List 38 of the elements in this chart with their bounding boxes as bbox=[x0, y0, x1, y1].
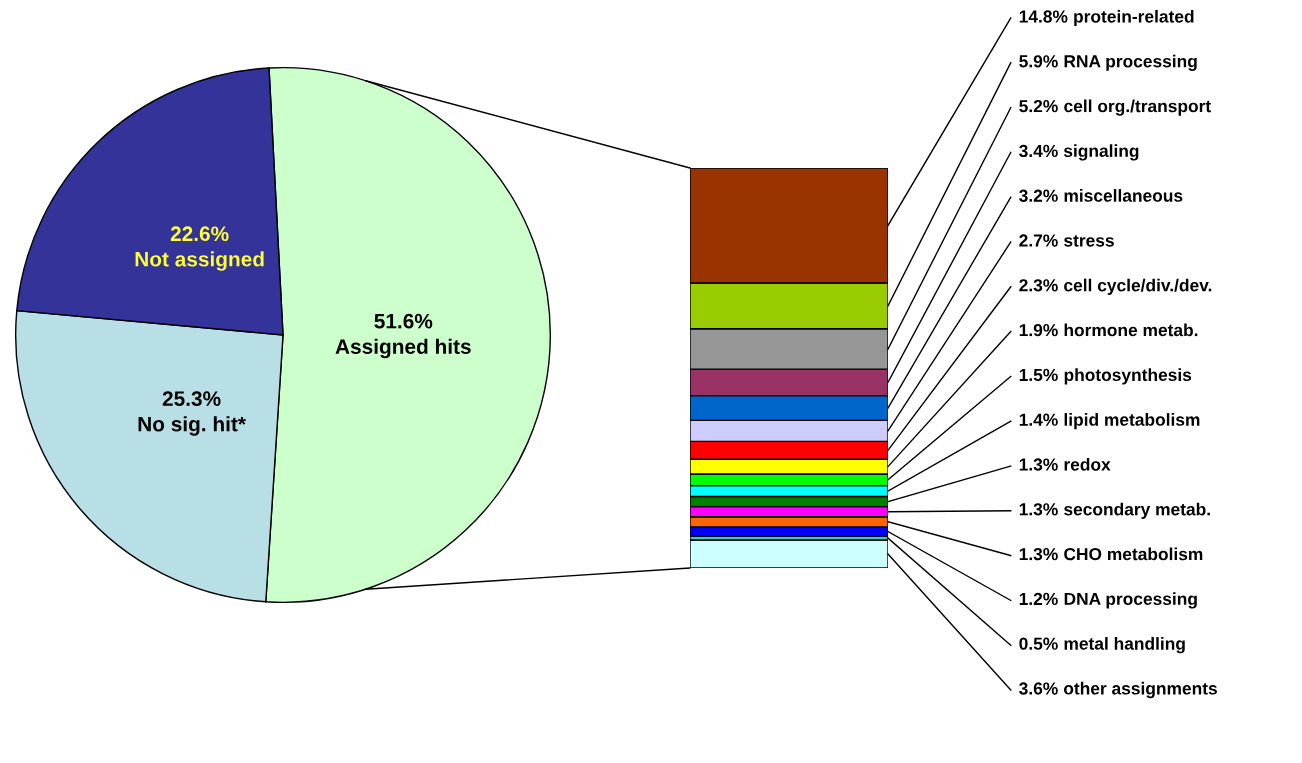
text: lipid metabolism bbox=[1064, 413, 1200, 430]
text: other assignments bbox=[1063, 681, 1217, 699]
data-label: 1.3% bbox=[1019, 458, 1058, 471]
slice-label: Assigned hits bbox=[335, 338, 471, 359]
text: stress bbox=[1064, 235, 1114, 247]
text: metal handling bbox=[1064, 637, 1185, 654]
text: signaling bbox=[1063, 144, 1139, 161]
slice-label: Not assigned bbox=[135, 251, 264, 271]
text: secondary metab. bbox=[1064, 502, 1210, 519]
data-label: 51.6% bbox=[374, 313, 433, 329]
data-label: 1.9% bbox=[1019, 323, 1058, 337]
text: redox bbox=[1064, 457, 1111, 471]
data-label: 14.8% bbox=[1019, 10, 1068, 23]
slice-label: No sig. hit* bbox=[138, 416, 246, 436]
text: miscellaneous bbox=[1064, 189, 1183, 202]
text: RNA processing bbox=[1064, 54, 1197, 71]
data-label: 0.5% bbox=[1019, 637, 1058, 650]
data-label: 1.4% bbox=[1019, 413, 1058, 426]
data-label: 1.3% bbox=[1019, 547, 1058, 561]
text: DNA processing bbox=[1064, 592, 1197, 609]
text: hormone metab. bbox=[1064, 323, 1198, 337]
data-label: 3.2% bbox=[1019, 189, 1058, 202]
data-label: 5.2% bbox=[1019, 99, 1058, 113]
data-label: 2.3% bbox=[1019, 279, 1058, 292]
data-label: 5.9% bbox=[1019, 55, 1058, 68]
data-label: 1.3% bbox=[1019, 503, 1058, 516]
text: cell cycle/div./dev. bbox=[1064, 278, 1212, 295]
text: CHO metabolism bbox=[1064, 547, 1203, 561]
text: cell org./transport bbox=[1064, 99, 1211, 116]
data-label: 1.5% bbox=[1019, 368, 1058, 382]
data-label: 2.7% bbox=[1019, 234, 1058, 247]
data-label: 25.3% bbox=[162, 391, 221, 407]
data-label: 22.6% bbox=[170, 226, 229, 242]
text: photosynthesis bbox=[1064, 368, 1192, 385]
text: protein-related bbox=[1074, 9, 1194, 27]
data-label: 3.6% bbox=[1019, 682, 1058, 695]
data-label: 3.4% bbox=[1019, 144, 1058, 158]
data-label: 1.2% bbox=[1019, 592, 1058, 606]
